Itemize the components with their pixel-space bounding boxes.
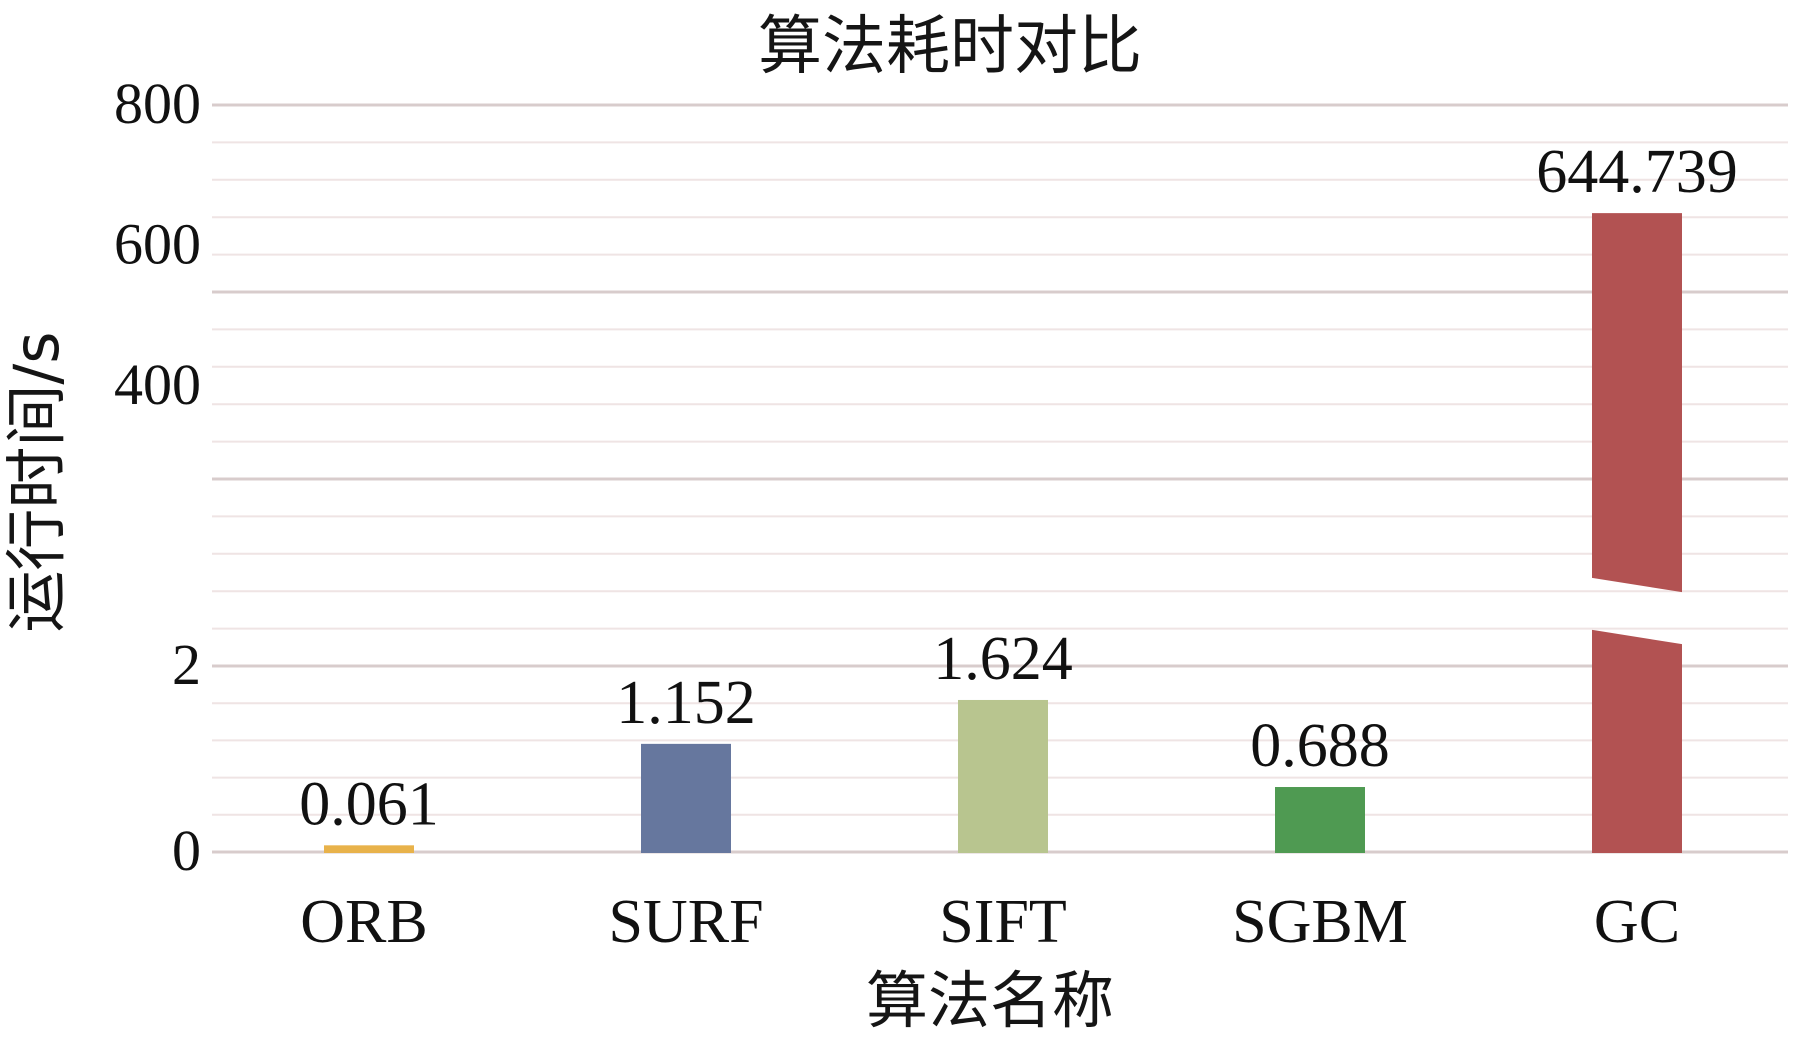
grid-layer (212, 103, 1788, 854)
label-layer: 0.061 1.152 1.624 0.688 644.739 (299, 138, 1738, 838)
category-label-sgbm: SGBM (1232, 888, 1408, 956)
category-label-gc: GC (1594, 888, 1680, 956)
y-tick-800: 800 (114, 71, 201, 136)
value-label-surf: 1.152 (616, 669, 756, 737)
bar-gc-lower (1592, 629, 1682, 853)
x-axis-title: 算法名称 (866, 964, 1114, 1037)
bar-orb (324, 845, 414, 854)
bar-surf (641, 743, 731, 854)
value-label-orb: 0.061 (299, 770, 439, 838)
value-label-sift: 1.624 (933, 625, 1073, 693)
y-tick-400: 400 (114, 352, 201, 417)
chart-title: 算法耗时对比 (758, 10, 1142, 84)
y-tick-2: 2 (172, 632, 201, 697)
category-label-surf: SURF (608, 888, 763, 956)
bar-gc-upper (1592, 213, 1682, 593)
category-label-orb: ORB (300, 888, 427, 956)
bar-sgbm (1275, 787, 1365, 853)
y-tick-600: 600 (114, 212, 201, 277)
value-label-sgbm: 0.688 (1250, 712, 1390, 780)
tick-layer: 0 2 400 600 800 (114, 71, 201, 883)
value-label-gc: 644.739 (1536, 138, 1738, 206)
category-layer: ORB SURF SIFT SGBM GC (300, 888, 1680, 956)
category-label-sift: SIFT (939, 888, 1066, 956)
bar-sift (958, 699, 1048, 854)
y-tick-0: 0 (172, 818, 201, 883)
y-axis-title: 运行时间/s (0, 331, 73, 632)
bar-layer (324, 213, 1682, 854)
